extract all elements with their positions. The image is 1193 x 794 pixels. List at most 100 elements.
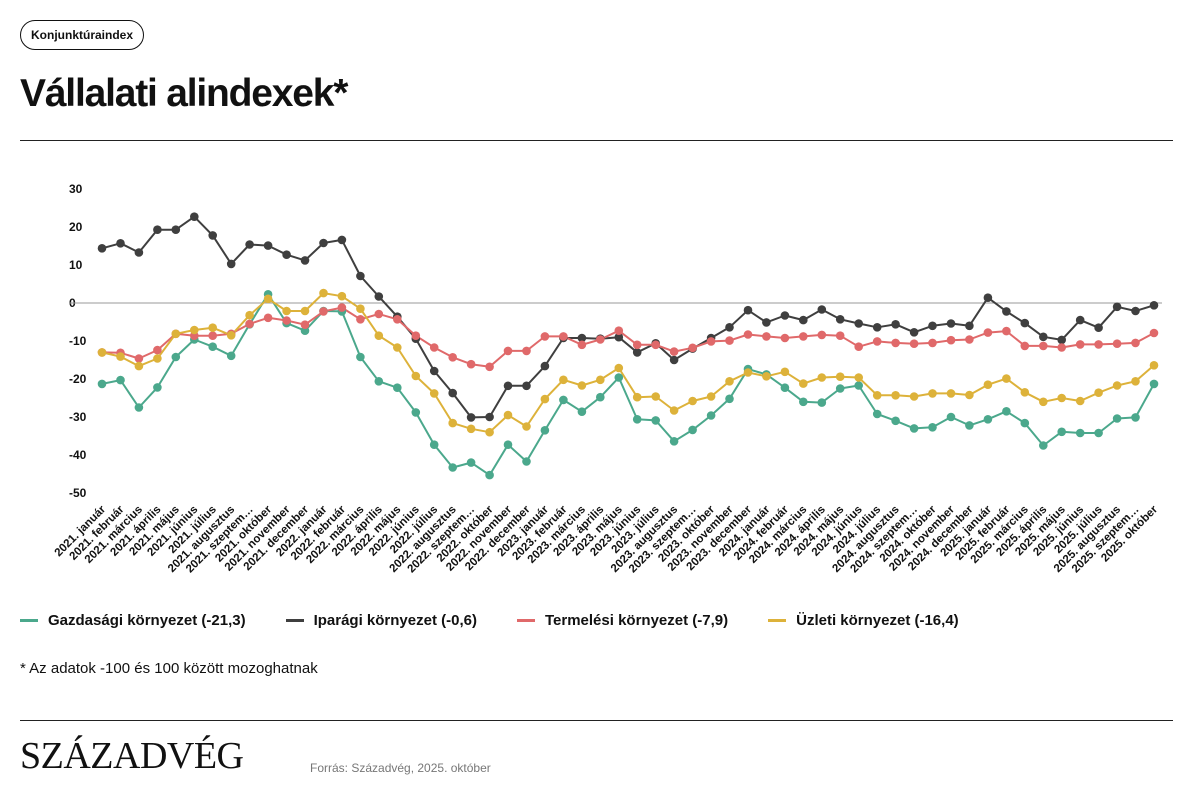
data-point: [540, 332, 550, 341]
data-point: [1131, 413, 1140, 422]
data-point: [1020, 418, 1030, 428]
data-point: [632, 348, 642, 357]
data-point: [669, 437, 679, 446]
series-lines: [101, 215, 1155, 477]
page-title: Vállalati alindexek*: [20, 72, 348, 115]
legend-swatch: [768, 619, 787, 622]
data-point: [153, 225, 162, 234]
data-point: [300, 326, 310, 335]
data-point: [1020, 388, 1030, 397]
data-point: [688, 343, 697, 353]
data-point: [1002, 374, 1011, 383]
data-point: [817, 305, 827, 314]
data-point: [725, 377, 734, 386]
data-point: [909, 392, 919, 401]
data-point: [909, 328, 919, 337]
data-point: [393, 343, 402, 352]
data-point: [891, 320, 900, 329]
data-point: [208, 323, 217, 332]
data-point: [596, 335, 605, 344]
data-point: [1131, 377, 1140, 386]
data-point: [245, 319, 254, 329]
y-tick-label: 20: [69, 220, 83, 234]
data-point: [226, 331, 236, 340]
data-point: [540, 361, 550, 371]
data-point: [632, 340, 642, 350]
data-point: [928, 321, 937, 331]
data-point: [300, 306, 310, 316]
y-tick-label: 30: [69, 182, 83, 196]
data-point: [614, 373, 624, 382]
data-point: [171, 225, 181, 234]
data-point: [1149, 328, 1159, 338]
data-point: [429, 366, 439, 376]
data-point: [1094, 428, 1103, 438]
y-tick-label: -50: [69, 486, 87, 500]
data-point: [282, 250, 291, 259]
data-point: [799, 397, 808, 407]
data-point: [263, 294, 273, 304]
data-point: [1002, 407, 1011, 416]
bottom-divider: [20, 720, 1173, 721]
data-point: [522, 422, 531, 431]
data-point: [614, 363, 624, 373]
data-point: [817, 373, 827, 382]
data-point: [872, 337, 882, 346]
data-point: [282, 316, 291, 325]
data-point: [1039, 397, 1048, 407]
data-point: [337, 291, 347, 301]
data-point: [854, 319, 863, 328]
data-point: [596, 375, 605, 385]
data-point: [97, 348, 107, 357]
data-point: [208, 342, 217, 351]
data-point: [817, 330, 827, 340]
data-point: [983, 328, 993, 337]
data-point: [448, 353, 458, 362]
source-note: Forrás: Századvég, 2025. október: [310, 761, 491, 775]
footnote: * Az adatok -100 és 100 között mozoghatn…: [20, 660, 318, 677]
data-point: [651, 392, 660, 401]
data-point: [503, 346, 513, 356]
data-point: [226, 351, 236, 361]
data-point: [1094, 340, 1103, 349]
data-point: [1057, 393, 1066, 403]
data-point: [134, 248, 144, 257]
data-point: [319, 238, 328, 248]
data-point: [762, 332, 771, 341]
series-line-2: [101, 306, 1155, 368]
data-point: [577, 340, 587, 350]
data-point: [485, 362, 494, 372]
data-point: [965, 390, 974, 400]
data-point: [190, 212, 199, 221]
legend-item-termelesi: Termelési környezet (-7,9): [516, 612, 728, 629]
data-point: [522, 381, 531, 391]
data-point: [799, 379, 808, 388]
series-line-0: [101, 293, 1155, 477]
data-point: [577, 333, 587, 343]
data-point: [559, 375, 568, 385]
data-point: [171, 352, 181, 362]
data-point: [263, 241, 273, 250]
chart-legend: Gazdasági környezet (-21,3) Iparági körn…: [20, 612, 959, 629]
data-point: [872, 391, 882, 400]
data-point: [485, 427, 494, 437]
data-point: [909, 339, 919, 348]
series-line-1: [101, 215, 1155, 419]
data-point: [632, 392, 642, 402]
data-point: [1002, 307, 1011, 316]
data-point: [614, 326, 624, 335]
data-point: [134, 354, 144, 363]
legend-label: Üzleti környezet (-16,4): [796, 612, 959, 629]
data-point: [522, 457, 531, 466]
y-tick-label: -10: [69, 334, 87, 348]
data-point: [725, 323, 734, 332]
data-point: [1075, 428, 1085, 438]
data-point: [946, 389, 956, 398]
data-point: [559, 395, 568, 405]
data-point: [891, 338, 900, 348]
data-point: [706, 392, 716, 401]
data-point: [1039, 332, 1048, 342]
data-point: [466, 458, 476, 467]
data-point: [780, 311, 790, 320]
